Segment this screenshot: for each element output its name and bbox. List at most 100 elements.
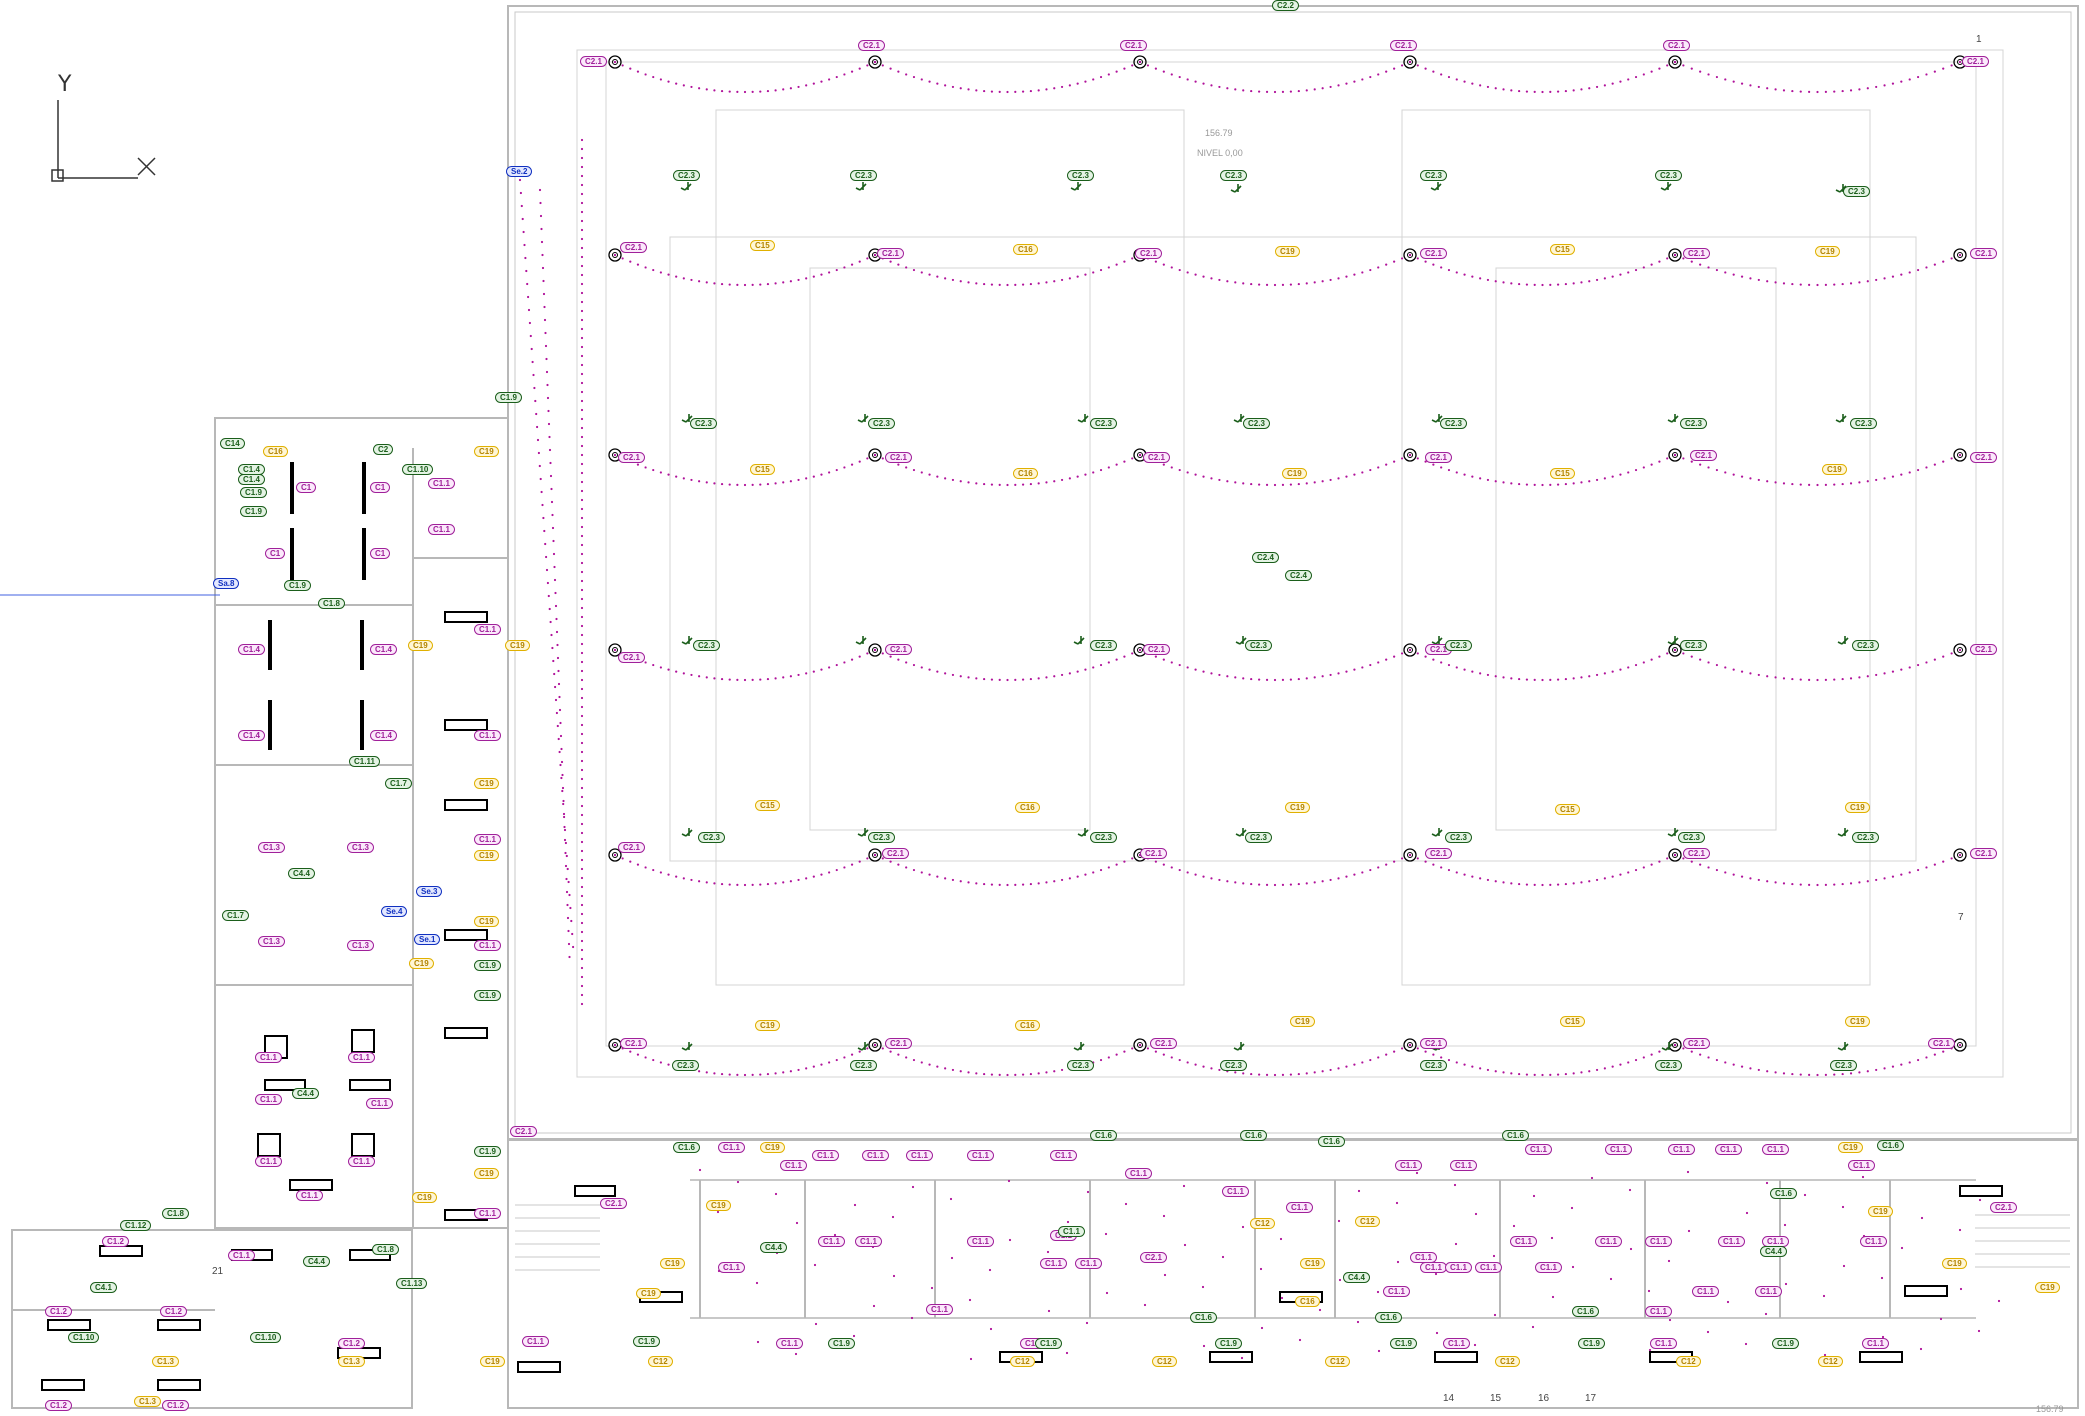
sensor-tag[interactable]: Se.3 (416, 886, 443, 897)
circuit-tag[interactable]: C2.3 (1090, 640, 1117, 651)
circuit-tag[interactable]: C1 (265, 548, 286, 559)
circuit-tag[interactable]: C19 (1845, 1016, 1870, 1027)
circuit-tag[interactable]: C1.9 (284, 580, 311, 591)
circuit-tag[interactable]: C12 (1250, 1218, 1275, 1229)
circuit-tag[interactable]: C1.2 (102, 1236, 129, 1247)
circuit-tag[interactable]: C1.1 (1510, 1236, 1537, 1247)
circuit-tag[interactable]: C2.1 (1390, 40, 1417, 51)
circuit-tag[interactable]: C2.1 (1928, 1038, 1955, 1049)
circuit-tag[interactable]: C19 (409, 958, 434, 969)
circuit-tag[interactable]: C1.1 (1395, 1160, 1422, 1171)
circuit-tag[interactable]: C4.4 (288, 868, 315, 879)
circuit-tag[interactable]: C1.1 (474, 834, 501, 845)
circuit-tag[interactable]: C1.3 (134, 1396, 161, 1407)
circuit-tag[interactable]: C2.3 (1440, 418, 1467, 429)
circuit-tag[interactable]: C4.4 (1760, 1246, 1787, 1257)
circuit-tag[interactable]: C1.1 (474, 624, 501, 635)
circuit-tag[interactable]: C4.4 (303, 1256, 330, 1267)
circuit-tag[interactable]: C2.3 (672, 1060, 699, 1071)
circuit-tag[interactable]: C2.3 (1843, 186, 1870, 197)
circuit-tag[interactable]: C2.1 (1120, 40, 1147, 51)
circuit-tag[interactable]: C2.1 (1683, 1038, 1710, 1049)
circuit-tag[interactable]: C4.1 (90, 1282, 117, 1293)
circuit-tag[interactable]: C1.1 (718, 1262, 745, 1273)
circuit-tag[interactable]: C1.1 (1040, 1258, 1067, 1269)
circuit-tag[interactable]: C1.1 (1595, 1236, 1622, 1247)
circuit-tag[interactable]: C2.1 (1425, 452, 1452, 463)
circuit-tag[interactable]: C12 (1010, 1356, 1035, 1367)
circuit-tag[interactable]: C1.1 (812, 1150, 839, 1161)
circuit-tag[interactable]: C1.1 (228, 1250, 255, 1261)
circuit-tag[interactable]: C19 (1275, 246, 1300, 257)
circuit-tag[interactable]: C2.3 (1852, 832, 1879, 843)
circuit-tag[interactable]: C2.1 (1970, 248, 1997, 259)
circuit-tag[interactable]: C1.1 (474, 940, 501, 951)
circuit-tag[interactable]: C19 (1290, 1016, 1315, 1027)
circuit-tag[interactable]: C1.4 (370, 644, 397, 655)
circuit-tag[interactable]: C16 (1013, 244, 1038, 255)
circuit-tag[interactable]: C1.11 (349, 756, 380, 767)
circuit-tag[interactable]: C2.1 (620, 242, 647, 253)
circuit-tag[interactable]: C2.1 (1425, 848, 1452, 859)
circuit-tag[interactable]: C1.1 (522, 1336, 549, 1347)
circuit-tag[interactable]: C2.3 (1245, 832, 1272, 843)
circuit-tag[interactable]: C1.9 (474, 990, 501, 1001)
circuit-tag[interactable]: C1 (370, 482, 391, 493)
circuit-tag[interactable]: C2.1 (510, 1126, 537, 1137)
sensor-tag[interactable]: Sa.8 (213, 578, 240, 589)
circuit-tag[interactable]: C1.1 (255, 1052, 282, 1063)
circuit-tag[interactable]: C1.6 (1318, 1136, 1345, 1147)
circuit-tag[interactable]: C2.3 (1067, 1060, 1094, 1071)
circuit-tag[interactable]: C2.1 (1663, 40, 1690, 51)
circuit-tag[interactable]: C2.1 (1150, 1038, 1177, 1049)
circuit-tag[interactable]: C2.1 (600, 1198, 627, 1209)
circuit-tag[interactable]: C2.1 (1143, 452, 1170, 463)
circuit-tag[interactable]: C12 (1355, 1216, 1380, 1227)
circuit-tag[interactable]: C1.8 (162, 1208, 189, 1219)
circuit-tag[interactable]: C2.3 (693, 640, 720, 651)
circuit-tag[interactable]: C2.1 (620, 1038, 647, 1049)
circuit-tag[interactable]: C1.1 (1383, 1286, 1410, 1297)
circuit-tag[interactable]: C2.1 (1143, 644, 1170, 655)
circuit-tag[interactable]: C2.3 (1420, 170, 1447, 181)
circuit-tag[interactable]: C1.1 (1443, 1338, 1470, 1349)
circuit-tag[interactable]: C19 (760, 1142, 785, 1153)
circuit-tag[interactable]: C2.3 (868, 418, 895, 429)
circuit-tag[interactable]: C14 (220, 438, 245, 449)
circuit-tag[interactable]: C19 (1942, 1258, 1967, 1269)
circuit-tag[interactable]: C1.3 (258, 842, 285, 853)
circuit-tag[interactable]: C1.4 (370, 730, 397, 741)
circuit-tag[interactable]: C19 (474, 778, 499, 789)
circuit-tag[interactable]: C15 (750, 464, 775, 475)
circuit-tag[interactable]: C2.3 (1852, 640, 1879, 651)
circuit-tag[interactable]: C1.6 (1572, 1306, 1599, 1317)
circuit-tag[interactable]: C15 (1560, 1016, 1585, 1027)
circuit-tag[interactable]: C2.1 (885, 1038, 912, 1049)
circuit-tag[interactable]: C2.1 (1420, 1038, 1447, 1049)
circuit-tag[interactable]: C1.1 (1286, 1202, 1313, 1213)
circuit-tag[interactable]: C2.4 (1252, 552, 1279, 563)
circuit-tag[interactable]: C1.1 (348, 1052, 375, 1063)
circuit-tag[interactable]: C15 (1550, 244, 1575, 255)
circuit-tag[interactable]: C1.7 (385, 778, 412, 789)
circuit-tag[interactable]: C1.4 (238, 474, 265, 485)
circuit-tag[interactable]: C19 (1300, 1258, 1325, 1269)
circuit-tag[interactable]: C2.1 (618, 842, 645, 853)
circuit-tag[interactable]: C2.3 (1220, 170, 1247, 181)
circuit-tag[interactable]: C2.1 (1683, 248, 1710, 259)
circuit-tag[interactable]: C1.1 (1718, 1236, 1745, 1247)
circuit-tag[interactable]: C1.1 (1058, 1226, 1085, 1237)
circuit-tag[interactable]: C2.3 (1678, 832, 1705, 843)
circuit-tag[interactable]: C1.10 (250, 1332, 282, 1343)
circuit-tag[interactable]: C2.1 (885, 452, 912, 463)
circuit-tag[interactable]: C1.1 (255, 1094, 282, 1105)
circuit-tag[interactable]: C1.1 (1475, 1262, 1502, 1273)
circuit-tag[interactable]: C2.3 (1445, 640, 1472, 651)
circuit-tag[interactable]: C1.2 (162, 1400, 189, 1411)
circuit-tag[interactable]: C2.3 (1090, 418, 1117, 429)
circuit-tag[interactable]: C2.1 (882, 848, 909, 859)
circuit-tag[interactable]: C2.1 (1970, 848, 1997, 859)
circuit-tag[interactable]: C19 (1285, 802, 1310, 813)
circuit-tag[interactable]: C12 (1152, 1356, 1177, 1367)
circuit-tag[interactable]: C4.4 (1343, 1272, 1370, 1283)
